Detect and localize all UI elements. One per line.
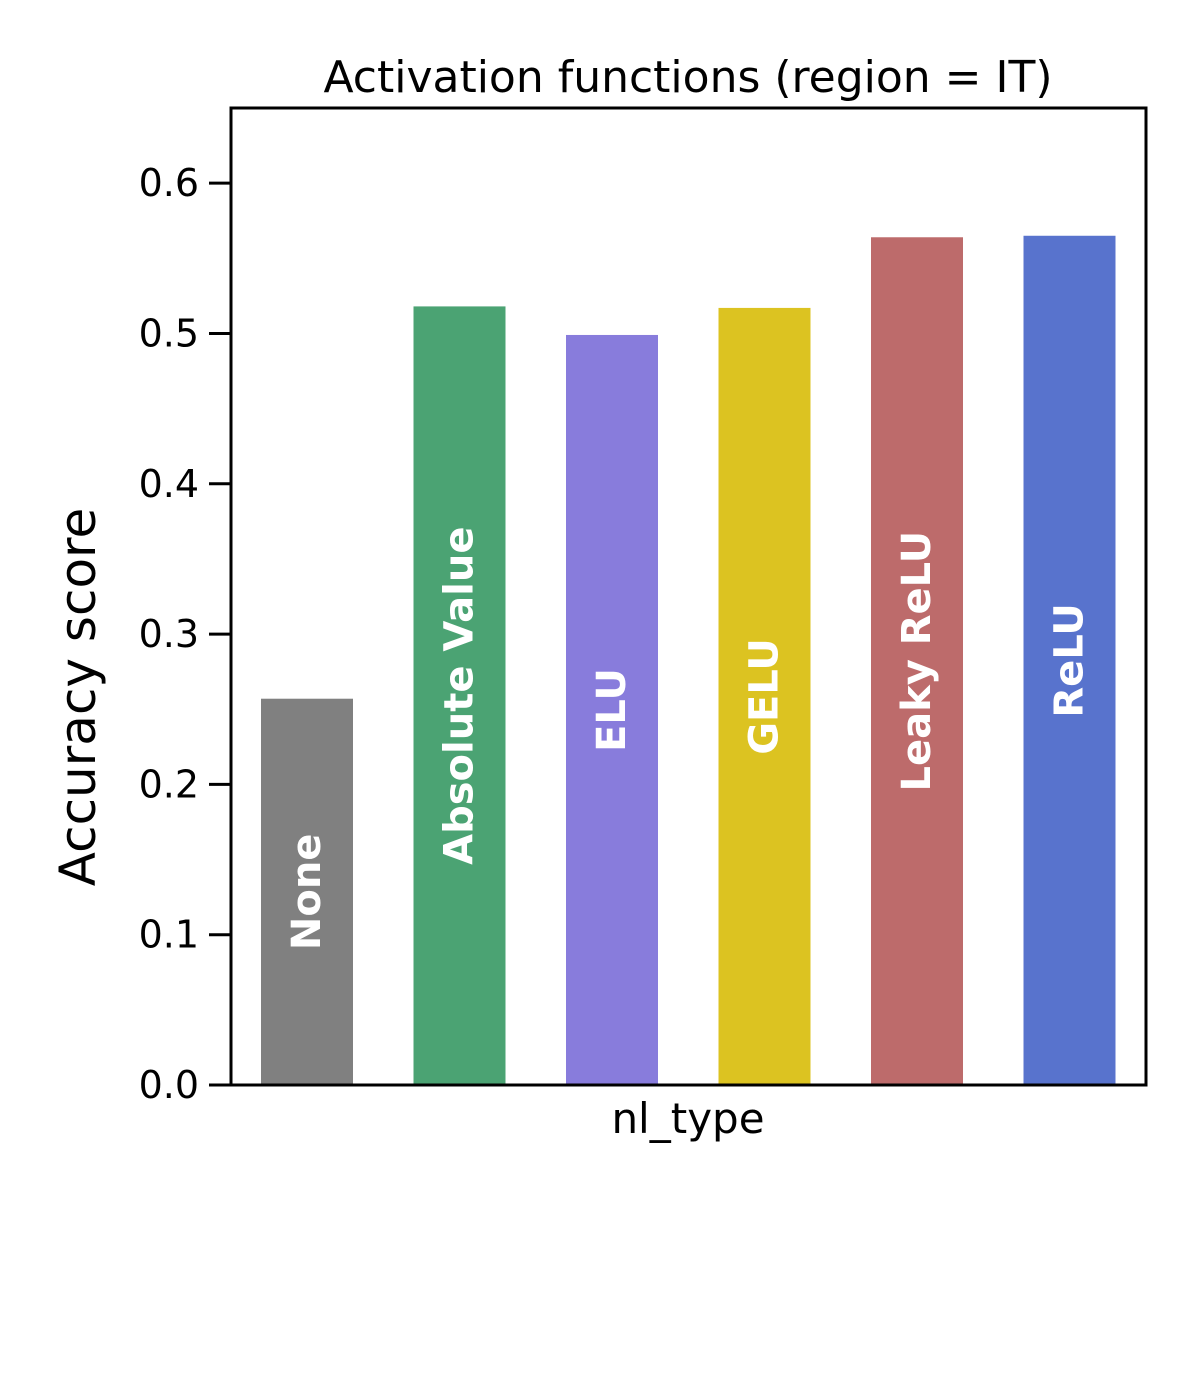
bar-label-none: None <box>284 834 330 951</box>
bar-absolute-value <box>413 306 506 1086</box>
bar-leaky-relu <box>871 237 963 1085</box>
y-axis-label: Accuracy score <box>49 508 107 887</box>
bar-label-gelu: GELU <box>742 638 788 755</box>
bar-label-elu: ELU <box>589 668 635 752</box>
bar-label-relu: ReLU <box>1047 603 1093 717</box>
y-tick-label: 0.0 <box>139 1063 199 1107</box>
bar-label-absolute-value: Absolute Value <box>437 527 483 865</box>
bars-group: None Absolute Value ELU GELU Leaky ReLU ReLU <box>261 235 1116 1086</box>
bar-none <box>261 698 353 1085</box>
y-axis: 0.0 0.1 0.2 0.3 0.4 0.5 0.6 <box>139 161 231 1107</box>
bar-gelu <box>718 307 811 1085</box>
bar-label-leaky-relu: Leaky ReLU <box>894 531 940 792</box>
x-axis-label: nl_type <box>611 1094 764 1143</box>
y-tick-label: 0.4 <box>139 462 199 506</box>
y-tick-label: 0.5 <box>139 311 199 355</box>
y-tick-label: 0.3 <box>139 612 199 656</box>
y-tick-label: 0.6 <box>139 161 199 205</box>
bar-relu <box>1023 235 1116 1085</box>
y-tick-label: 0.2 <box>139 762 199 806</box>
plot-frame <box>229 106 1148 1087</box>
chart-title: Activation functions (region = IT) <box>323 52 1052 103</box>
y-tick-label: 0.1 <box>139 913 199 957</box>
bar-elu <box>566 334 658 1086</box>
